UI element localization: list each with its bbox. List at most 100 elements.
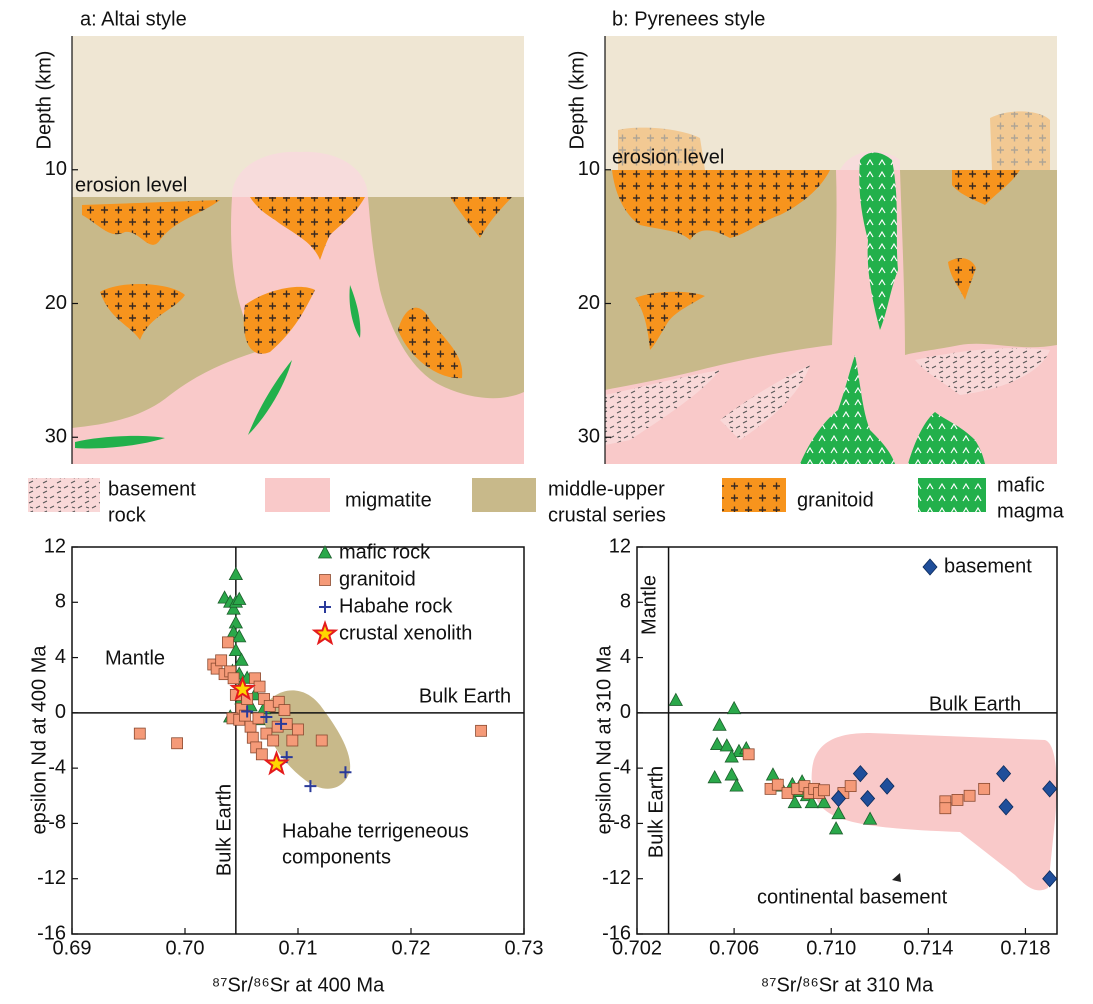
triangle-marker [317,545,333,559]
legend-label: middle-upper [548,478,665,500]
square-marker [278,704,291,716]
legend-label: mafic [997,474,1045,496]
y-tick-label: 30 [578,426,600,448]
mafic-magma [859,152,898,330]
reference-label: Bulk Earth [929,693,1021,715]
legend-label: rock [108,504,147,526]
reference-label: Bulk Earth [213,784,235,876]
y-tick-label: 12 [609,535,631,557]
arrow [892,830,940,880]
legend-label: mafic rock [339,541,431,563]
reference-label: Bulk Earth [419,685,511,707]
panel-title: a: Altai style [80,8,187,30]
square-marker [844,780,857,793]
triangle-marker [729,778,744,792]
triangle-marker [234,652,249,666]
y-tick-label: 8 [620,591,631,613]
mafic-magma [800,355,985,464]
diamond-marker [830,789,847,808]
annotation: continental basement [757,886,948,908]
panel-title: b: Pyrenees style [612,8,765,30]
y-tick-label: 8 [55,591,66,613]
triangle-marker [726,700,742,715]
legend-label: basement [108,478,196,500]
legend-label: magma [997,500,1065,522]
y-tick-label: -16 [602,922,631,944]
square-marker [286,734,299,747]
x-tick-label: 0.72 [392,937,431,959]
basement-rock [605,348,1050,445]
triangle-marker [228,566,244,581]
square-marker [227,672,240,685]
plus-marker [275,717,288,730]
triangle-marker [228,615,244,629]
square-marker [963,789,976,802]
diamond-marker [852,765,868,783]
eroded-granitoid [618,111,1050,170]
triangle-marker [228,642,244,657]
y-tick-label: -8 [48,812,66,834]
plus-marker [241,705,254,718]
legend-label: Habahe rock [339,595,453,617]
granitoid [635,291,705,350]
swatch-granitoid [722,478,786,512]
plus-marker [319,601,331,613]
legend-label: granitoid [797,489,874,511]
triangle-marker [232,591,247,605]
dome [232,151,368,197]
legend-label: migmatite [345,489,432,511]
y-tick-label: 30 [45,426,67,448]
crust [368,197,524,399]
square-marker [260,727,273,740]
plus-marker [304,780,317,793]
annotation: erosion level [75,174,187,196]
triangle-marker [724,749,739,763]
swatch-crust [472,478,536,512]
triangle-marker [232,628,247,643]
region-label: Mantle [638,575,660,635]
y-tick-label: -16 [37,922,66,944]
triangle-marker [707,769,722,784]
triangle-marker [765,767,781,781]
triangle-marker [828,821,844,835]
granitoid [250,197,365,260]
section-b-art [605,36,1057,464]
square-marker [475,724,487,737]
triangle-marker [712,717,727,731]
y-tick-label: 0 [620,701,631,723]
triangle-marker [862,811,878,825]
square-marker [222,636,234,649]
swatch-migmatite [265,478,330,512]
y-tick-label: 20 [45,292,67,314]
x-tick-label: 0.714 [903,937,953,959]
square-marker [238,709,251,722]
annotation: erosion level [612,146,724,168]
legend-label: crustal xenolith [339,622,472,644]
y-tick-label: -4 [48,756,66,778]
square-marker [252,712,265,725]
y-tick-label: 4 [620,646,631,668]
plot-frame [636,546,1058,935]
triangle-marker [709,736,725,751]
square-marker [171,737,183,750]
triangle-marker [804,794,819,809]
x-tick-label: 0.73 [505,937,544,959]
star-marker [229,675,256,701]
diamond-marker [1042,870,1058,888]
y-tick-label: 4 [55,646,66,668]
granitoid [948,258,976,300]
granitoid [450,197,512,238]
y-tick-label: 12 [44,535,66,557]
diamond-marker [998,798,1014,816]
region-label: Mantle [105,647,165,669]
legend-label: granitoid [339,568,416,590]
square-marker [253,680,266,693]
triangle-marker [226,601,241,615]
granitoid [952,170,1020,205]
legend-label: crustal series [548,504,666,526]
x-tick-label: 0.69 [53,937,92,959]
diamond-marker [922,558,938,576]
swatch-mafic [918,478,986,512]
x-axis-label: ⁸⁷Sr/⁸⁶Sr at 310 Ma [761,974,934,996]
annotation: Habahe terrigeneous [282,820,469,842]
